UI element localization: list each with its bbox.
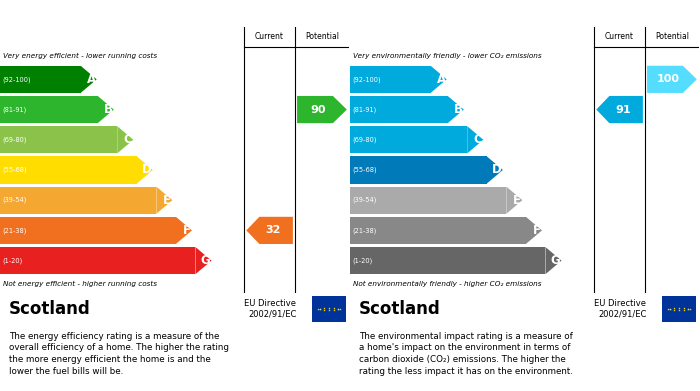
Text: (69-80): (69-80) — [353, 136, 377, 143]
Text: (69-80): (69-80) — [3, 136, 27, 143]
Text: F: F — [183, 224, 191, 237]
Text: (39-54): (39-54) — [3, 197, 27, 203]
Text: (81-91): (81-91) — [3, 106, 27, 113]
Text: Very environmentally friendly - lower CO₂ emissions: Very environmentally friendly - lower CO… — [354, 52, 542, 59]
Text: Scotland: Scotland — [358, 300, 440, 318]
Text: A: A — [437, 73, 446, 86]
Bar — [0, 66, 80, 93]
Text: (92-100): (92-100) — [353, 76, 382, 83]
Text: (55-68): (55-68) — [3, 167, 27, 173]
Polygon shape — [118, 126, 133, 153]
Text: Current: Current — [605, 32, 634, 41]
Text: (1-20): (1-20) — [353, 257, 373, 264]
Bar — [350, 156, 486, 183]
Text: 100: 100 — [657, 74, 680, 84]
Polygon shape — [506, 187, 522, 214]
Text: C: C — [123, 133, 132, 146]
Text: 32: 32 — [265, 225, 281, 235]
Bar — [312, 296, 346, 323]
Text: The environmental impact rating is a measure of
a home's impact on the environme: The environmental impact rating is a mea… — [358, 332, 573, 376]
Text: F: F — [533, 224, 541, 237]
Polygon shape — [98, 96, 114, 123]
Bar — [0, 217, 176, 244]
Text: Not energy efficient - higher running costs: Not energy efficient - higher running co… — [4, 281, 158, 287]
Polygon shape — [448, 96, 464, 123]
Text: Current: Current — [255, 32, 284, 41]
Text: 90: 90 — [311, 104, 326, 115]
Bar — [0, 187, 156, 214]
Polygon shape — [176, 217, 192, 244]
Polygon shape — [526, 217, 542, 244]
Bar — [350, 187, 506, 214]
Bar — [350, 217, 526, 244]
Text: C: C — [473, 133, 482, 146]
Polygon shape — [195, 247, 211, 274]
Text: (1-20): (1-20) — [3, 257, 23, 264]
Bar — [0, 96, 98, 123]
Text: Environmental Impact (CO₂) Rating: Environmental Impact (CO₂) Rating — [358, 7, 591, 20]
Text: D: D — [142, 163, 152, 176]
Polygon shape — [80, 66, 97, 93]
Text: The energy efficiency rating is a measure of the
overall efficiency of a home. T: The energy efficiency rating is a measur… — [8, 332, 229, 376]
Polygon shape — [647, 66, 696, 93]
Text: (39-54): (39-54) — [353, 197, 377, 203]
Text: G: G — [201, 254, 211, 267]
Bar — [0, 156, 136, 183]
Text: Potential: Potential — [655, 32, 689, 41]
Bar — [350, 126, 468, 153]
Text: EU Directive
2002/91/EC: EU Directive 2002/91/EC — [594, 299, 646, 319]
Polygon shape — [297, 96, 346, 123]
Text: A: A — [87, 73, 96, 86]
Bar — [0, 247, 195, 274]
Polygon shape — [156, 187, 172, 214]
Text: 91: 91 — [615, 104, 631, 115]
Polygon shape — [136, 156, 153, 183]
Bar — [0, 126, 118, 153]
Text: (92-100): (92-100) — [3, 76, 31, 83]
Text: (55-68): (55-68) — [353, 167, 377, 173]
Text: EU Directive
2002/91/EC: EU Directive 2002/91/EC — [244, 299, 296, 319]
Text: G: G — [551, 254, 561, 267]
Bar — [350, 247, 545, 274]
Text: (81-91): (81-91) — [353, 106, 377, 113]
Bar — [662, 296, 696, 323]
Polygon shape — [430, 66, 447, 93]
Text: B: B — [454, 103, 463, 116]
Bar — [350, 96, 448, 123]
Bar — [350, 66, 430, 93]
Polygon shape — [486, 156, 503, 183]
Text: (21-38): (21-38) — [3, 227, 27, 234]
Polygon shape — [596, 96, 643, 123]
Text: (21-38): (21-38) — [353, 227, 377, 234]
Text: E: E — [513, 194, 522, 207]
Text: E: E — [163, 194, 172, 207]
Text: Not environmentally friendly - higher CO₂ emissions: Not environmentally friendly - higher CO… — [354, 281, 542, 287]
Text: Scotland: Scotland — [8, 300, 90, 318]
Text: Energy Efficiency Rating: Energy Efficiency Rating — [8, 7, 172, 20]
Polygon shape — [545, 247, 561, 274]
Polygon shape — [468, 126, 483, 153]
Text: Potential: Potential — [305, 32, 339, 41]
Text: D: D — [492, 163, 502, 176]
Text: Very energy efficient - lower running costs: Very energy efficient - lower running co… — [4, 52, 158, 59]
Text: B: B — [104, 103, 113, 116]
Polygon shape — [246, 217, 293, 244]
